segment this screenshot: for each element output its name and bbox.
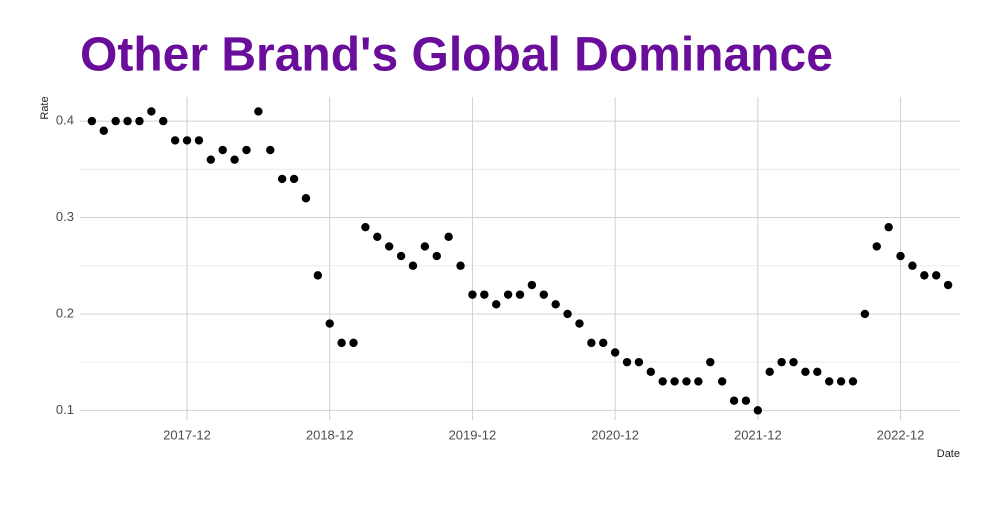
x-tick-label: 2022-12 [877,427,925,442]
point [384,242,394,251]
point [87,116,97,126]
point [159,116,168,126]
point [206,155,216,164]
point [182,136,192,145]
point [587,338,596,348]
point [717,377,727,386]
point [111,116,120,126]
point [896,251,905,261]
point [932,271,941,280]
point [170,136,180,145]
point [777,357,786,367]
point [349,338,358,348]
point [432,251,441,261]
point [646,367,656,376]
point [444,232,453,242]
y-tick-label: 0.3 [56,209,74,224]
point [920,271,929,280]
x-tick-label: 2018-12 [306,427,354,442]
point [277,174,287,184]
point [694,377,703,386]
point [468,290,477,299]
x-tick-label: 2021-12 [734,427,782,442]
point [515,290,525,299]
point [610,348,620,357]
point [254,107,263,116]
y-tick-label: 0.1 [56,402,74,417]
point [289,174,299,184]
point [420,242,430,251]
point [801,367,810,376]
point [503,290,513,299]
point [813,367,822,376]
point [908,261,917,270]
point [658,377,667,386]
point [373,232,382,242]
point [860,309,870,319]
point [539,290,548,299]
point [194,136,204,145]
x-tick-label: 2017-12 [163,427,211,442]
point [575,319,584,328]
point [337,338,346,348]
point [765,367,774,376]
point [396,251,406,261]
point [682,377,691,386]
point [599,338,608,348]
point [492,300,501,309]
point [884,222,893,232]
point [313,271,323,280]
y-axis-label: Rate [39,96,51,119]
point [824,377,834,386]
point [361,222,370,232]
point [872,242,881,251]
point [99,126,108,135]
point [729,396,739,405]
point [634,357,644,367]
x-tick-label: 2020-12 [591,427,639,442]
point [456,261,465,270]
point [480,290,489,299]
point [123,116,132,126]
x-axis-label: Date [937,448,960,460]
point [218,145,227,155]
point [789,357,798,367]
point [527,280,537,290]
chart-title: Other Brand's Global Dominance [80,29,833,82]
point [551,300,560,309]
point [301,194,311,203]
point [706,357,715,367]
point [266,145,275,155]
point [741,396,751,405]
point [242,145,251,155]
y-tick-label: 0.2 [56,305,74,320]
point [147,107,156,116]
x-tick-label: 2019-12 [449,427,497,442]
point [325,319,334,328]
point [622,357,632,367]
point [670,377,679,386]
point [836,377,846,386]
point [943,280,953,290]
point [230,155,239,164]
point [135,116,144,126]
point [408,261,418,270]
point [753,406,763,415]
point [563,309,572,319]
point [848,377,858,386]
y-tick-label: 0.4 [56,113,74,128]
